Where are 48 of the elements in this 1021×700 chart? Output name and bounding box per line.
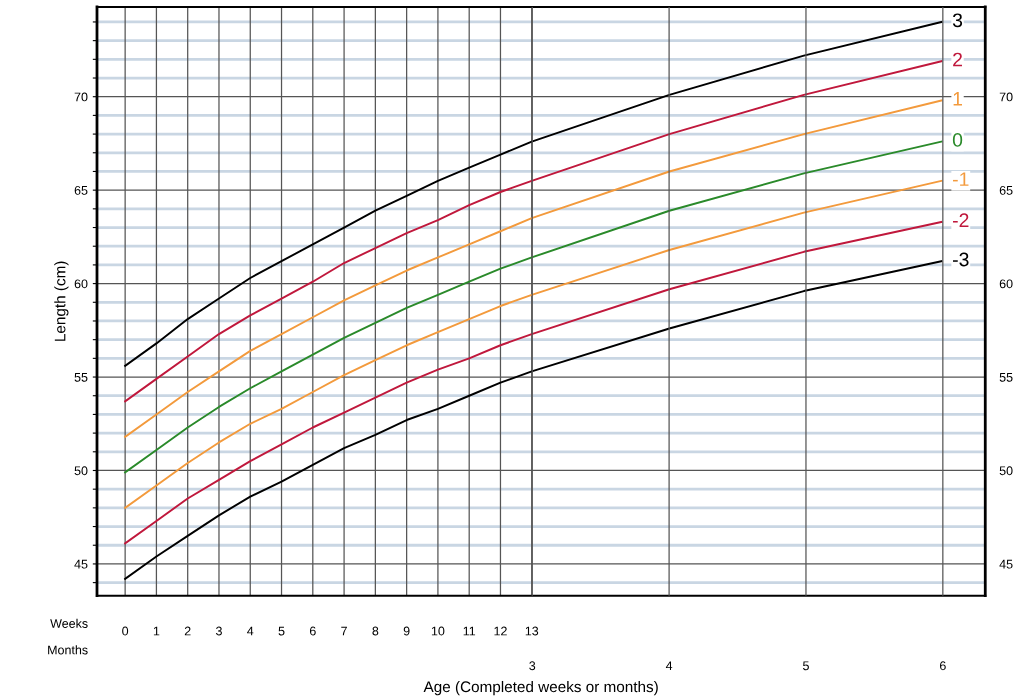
x-tick-label: 4 [247, 626, 254, 636]
series-label: 0 [952, 133, 963, 147]
series-label: 1 [953, 92, 962, 106]
y2-tick-label: 55 [999, 372, 1013, 382]
line-series [124, 60, 943, 403]
x-axis-title: Age (Completed weeks or months) [423, 680, 658, 696]
y-tick-label: 50 [74, 466, 88, 476]
x2-tick-label: 3 [529, 661, 536, 671]
x-tick-label: 8 [372, 626, 379, 636]
x-tick-label: 6 [309, 626, 316, 636]
y-tick-label: 45 [74, 559, 88, 569]
series-label: -2 [953, 213, 969, 227]
y-tick-label: 60 [74, 279, 88, 289]
series-label: 2 [953, 52, 962, 67]
x-tick-label: 10 [431, 626, 445, 636]
x-tick-label: 7 [341, 626, 347, 636]
y-tick-label: 55 [74, 372, 88, 382]
line-series [124, 20, 943, 367]
series-label: -3 [953, 252, 969, 267]
x-tick-label: 13 [525, 626, 539, 636]
line-series [124, 260, 943, 580]
x-tick-label: 11 [463, 626, 476, 636]
line-series [124, 179, 943, 509]
text: Weeks [50, 618, 88, 628]
series-label: 3 [952, 13, 963, 28]
y-tick-label: 70 [74, 92, 88, 102]
x-tick-label: 3 [215, 626, 222, 636]
x2-tick-label: 4 [665, 661, 673, 671]
line-series [124, 99, 943, 438]
x-tick-label: 5 [278, 626, 285, 636]
y2-tick-label: 50 [999, 466, 1013, 476]
x2-tick-label: 5 [802, 661, 809, 671]
x-tick-label: 0 [122, 626, 129, 636]
y2-tick-label: 60 [999, 279, 1013, 289]
x-tick-label: 2 [184, 626, 191, 636]
y2-tick-label: 70 [999, 92, 1013, 102]
text: Months [48, 645, 88, 655]
series-label: -1 [953, 172, 969, 186]
line-series [124, 220, 943, 545]
y2-tick-label: 45 [999, 559, 1013, 569]
x2-tick-label: 6 [940, 661, 946, 671]
line-series [124, 140, 943, 474]
y-tick-label: 65 [74, 185, 88, 195]
x-tick-label: 9 [403, 626, 410, 636]
x-tick-label: 12 [494, 626, 507, 636]
y-axis-title: Length (cm) [54, 261, 69, 341]
x-tick-label: 1 [153, 626, 160, 636]
y2-tick-label: 65 [999, 185, 1013, 195]
